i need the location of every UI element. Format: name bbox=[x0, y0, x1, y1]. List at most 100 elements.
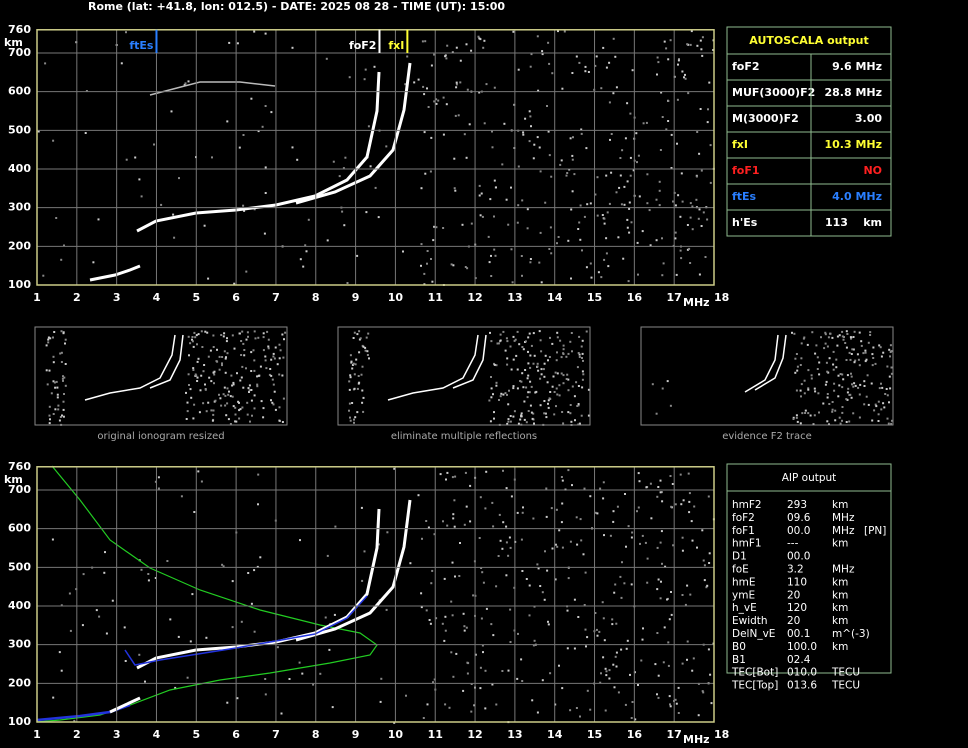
noise-dot bbox=[670, 133, 673, 136]
noise-dot bbox=[632, 169, 635, 172]
noise-dot bbox=[530, 53, 533, 56]
noise-dot bbox=[420, 264, 422, 267]
noise-dot bbox=[191, 593, 194, 596]
noise-dot bbox=[594, 612, 597, 614]
noise-dot bbox=[603, 217, 606, 220]
noise-dot bbox=[60, 361, 63, 363]
noise-dot bbox=[351, 367, 354, 370]
noise-dot bbox=[453, 157, 456, 160]
noise-dot bbox=[853, 382, 856, 385]
noise-dot bbox=[615, 191, 618, 194]
noise-dot bbox=[361, 365, 364, 368]
noise-dot bbox=[57, 408, 60, 411]
noise-dot bbox=[615, 665, 618, 668]
noise-dot bbox=[540, 350, 543, 353]
noise-dot bbox=[560, 521, 563, 524]
noise-dot bbox=[629, 174, 632, 177]
noise-dot bbox=[526, 227, 529, 230]
noise-dot bbox=[47, 341, 50, 344]
noise-dot bbox=[124, 660, 127, 662]
noise-dot bbox=[231, 626, 234, 629]
noise-dot bbox=[551, 385, 554, 388]
noise-dot bbox=[338, 175, 341, 178]
noise-dot bbox=[700, 169, 703, 172]
noise-dot bbox=[628, 207, 631, 210]
noise-dot bbox=[539, 377, 542, 380]
thumbnail-caption: eliminate multiple reflections bbox=[391, 431, 537, 442]
noise-dot bbox=[480, 617, 483, 620]
noise-dot bbox=[196, 380, 199, 382]
noise-dot bbox=[369, 165, 372, 168]
noise-dot bbox=[509, 345, 512, 348]
noise-dot bbox=[707, 495, 710, 498]
noise-dot bbox=[608, 202, 611, 205]
noise-dot bbox=[505, 574, 508, 577]
noise-dot bbox=[430, 582, 433, 585]
noise-dot bbox=[878, 387, 881, 390]
noise-dot bbox=[224, 371, 227, 374]
noise-dot bbox=[547, 359, 549, 362]
noise-dot bbox=[62, 408, 65, 411]
noise-dot bbox=[232, 381, 235, 384]
noise-dot bbox=[670, 613, 673, 616]
noise-dot bbox=[420, 187, 423, 190]
x-tick-label: 4 bbox=[153, 728, 161, 741]
noise-dot bbox=[795, 389, 798, 392]
y-tick-label: 100 bbox=[8, 715, 31, 728]
noise-dot bbox=[253, 407, 256, 410]
noise-dot bbox=[495, 703, 498, 706]
noise-dot bbox=[233, 282, 236, 285]
noise-dot bbox=[688, 492, 691, 495]
noise-dot bbox=[677, 686, 680, 689]
noise-dot bbox=[696, 131, 699, 133]
noise-dot bbox=[423, 93, 426, 96]
noise-dot bbox=[814, 352, 817, 355]
noise-dot bbox=[454, 475, 457, 478]
noise-dot bbox=[689, 202, 692, 205]
noise-dot bbox=[92, 261, 95, 264]
noise-dot bbox=[506, 363, 509, 366]
noise-dot bbox=[368, 357, 370, 360]
noise-dot bbox=[433, 678, 436, 681]
aip-cell: TECU bbox=[831, 680, 860, 692]
noise-dot bbox=[596, 176, 599, 179]
noise-dot bbox=[843, 336, 845, 338]
noise-dot bbox=[582, 553, 585, 556]
aip-cell: km bbox=[832, 589, 848, 601]
noise-dot bbox=[450, 263, 453, 266]
noise-dot bbox=[539, 170, 542, 173]
noise-dot bbox=[466, 88, 469, 91]
noise-dot bbox=[138, 653, 141, 656]
noise-dot bbox=[841, 335, 844, 338]
x-tick-label: 11 bbox=[428, 728, 443, 741]
noise-dot bbox=[882, 351, 885, 354]
noise-dot bbox=[854, 384, 857, 387]
noise-dot bbox=[677, 59, 680, 62]
noise-dot bbox=[246, 401, 249, 404]
noise-dot bbox=[200, 480, 203, 483]
noise-dot bbox=[235, 420, 238, 423]
noise-dot bbox=[669, 475, 672, 477]
noise-dot bbox=[631, 531, 634, 534]
noise-dot bbox=[661, 387, 664, 390]
noise-dot bbox=[815, 344, 818, 347]
thumbnail-frame bbox=[34, 326, 288, 426]
noise-dot bbox=[238, 146, 241, 149]
noise-dot bbox=[531, 699, 534, 702]
noise-dot bbox=[60, 330, 63, 333]
noise-dot bbox=[499, 395, 502, 398]
noise-dot bbox=[605, 674, 608, 677]
noise-dot bbox=[514, 338, 517, 341]
noise-dot bbox=[889, 344, 892, 347]
noise-dot bbox=[238, 332, 241, 335]
noise-dot bbox=[385, 608, 388, 611]
noise-dot bbox=[221, 364, 223, 367]
y-tick-label: 200 bbox=[8, 239, 31, 252]
noise-dot bbox=[860, 344, 863, 347]
noise-dot bbox=[529, 366, 532, 369]
aip-cell: 3.2 bbox=[787, 564, 804, 576]
noise-dot bbox=[58, 651, 61, 654]
noise-dot bbox=[566, 172, 569, 174]
noise-dot bbox=[841, 330, 844, 333]
noise-dot bbox=[513, 410, 516, 413]
